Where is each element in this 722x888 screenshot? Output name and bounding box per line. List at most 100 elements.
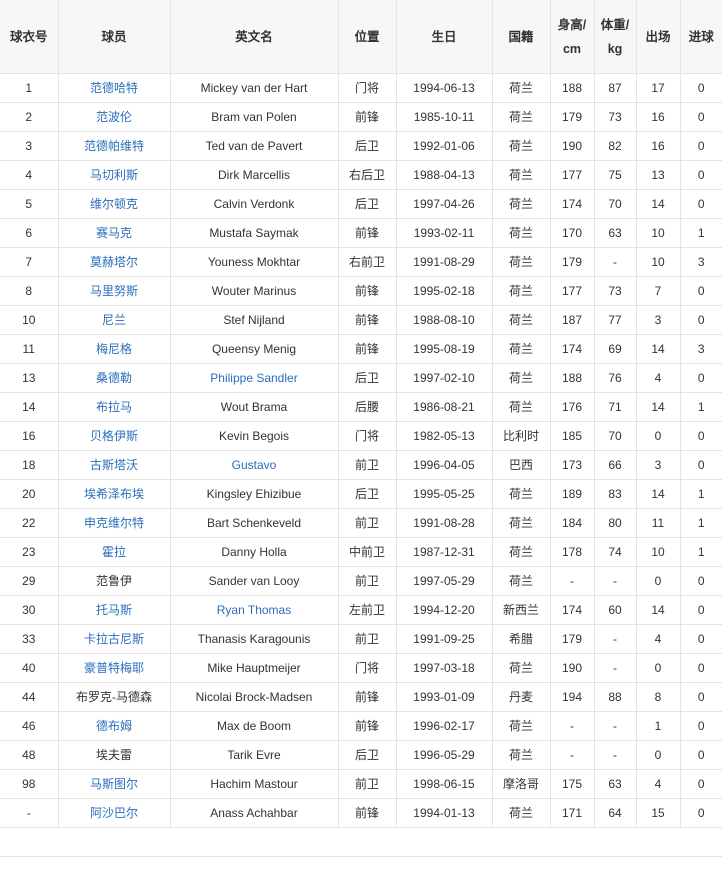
cell-nationality: 荷兰: [492, 537, 551, 567]
cell-weight: 63: [594, 769, 637, 799]
player-link[interactable]: 申克维尔特: [83, 516, 144, 530]
cell-appearances: 10: [636, 537, 681, 567]
cell-appearances: 3: [636, 305, 681, 335]
player-link[interactable]: 德布姆: [95, 719, 132, 733]
cell-nationality: 荷兰: [492, 218, 551, 248]
cell-player-name: 卡拉古尼斯: [58, 624, 171, 654]
cell-weight: 70: [594, 421, 637, 451]
player-link[interactable]: 贝格伊斯: [89, 429, 138, 443]
cell-player-name: 尼兰: [58, 305, 171, 335]
cell-nationality: 荷兰: [492, 653, 551, 683]
cell-nationality: 荷兰: [492, 508, 551, 538]
header-height: 身高/cm: [550, 0, 595, 74]
cell-appearances: 0: [636, 740, 681, 770]
cell-english-name: Mustafa Saymak: [170, 218, 339, 248]
cell-nationality: 希腊: [492, 624, 551, 654]
player-link[interactable]: 桑德勒: [95, 371, 132, 385]
player-link[interactable]: 赛马克: [95, 226, 132, 240]
cell-birthday: 1997-02-10: [396, 363, 493, 393]
player-link[interactable]: 阿沙巴尔: [89, 806, 138, 820]
player-link[interactable]: 马切利斯: [89, 168, 138, 182]
cell-goals: 3: [680, 247, 722, 277]
player-link[interactable]: 布拉马: [95, 400, 132, 414]
cell-goals: 0: [680, 711, 722, 741]
cell-birthday: 1996-04-05: [396, 450, 493, 480]
cell-weight: 73: [594, 102, 637, 132]
cell-position: 后卫: [338, 479, 397, 509]
cell-goals: 0: [680, 421, 722, 451]
cell-weight: -: [594, 653, 637, 683]
player-link[interactable]: 马里努斯: [89, 284, 138, 298]
header-birthday: 生日: [396, 0, 493, 74]
cell-birthday: 1997-03-18: [396, 653, 493, 683]
cell-weight: 87: [594, 73, 637, 103]
table-row: 18 古斯塔沃 Gustavo 前卫 1996-04-05 巴西 173 66 3 0: [0, 450, 722, 480]
cell-english-name: Calvin Verdonk: [170, 189, 339, 219]
player-link[interactable]: Gustavo: [231, 458, 277, 472]
cell-number: 6: [0, 218, 59, 248]
cell-english-name: Wouter Marinus: [170, 276, 339, 306]
table-row: - 阿沙巴尔 Anass Achahbar 前锋 1994-01-13 荷兰 171 64 15…: [0, 798, 722, 828]
cell-birthday: 1994-01-13: [396, 798, 493, 828]
cell-birthday: 1996-05-29: [396, 740, 493, 770]
cell-goals: 1: [680, 537, 722, 567]
player-link[interactable]: 梅尼格: [95, 342, 132, 356]
cell-number: 13: [0, 363, 59, 393]
cell-goals: 1: [680, 392, 722, 422]
cell-goals: 0: [680, 769, 722, 799]
cell-birthday: 1995-05-25: [396, 479, 493, 509]
cell-goals: 0: [680, 595, 722, 625]
player-link[interactable]: 马斯图尔: [89, 777, 138, 791]
player-link[interactable]: 莫赫塔尔: [89, 255, 138, 269]
cell-height: -: [550, 711, 595, 741]
cell-height: 174: [550, 595, 595, 625]
cell-appearances: 1: [636, 711, 681, 741]
cell-position: 前卫: [338, 624, 397, 654]
table-row: 8 马里努斯 Wouter Marinus 前锋 1995-02-18 荷兰 177 73 7 0: [0, 276, 722, 306]
player-link[interactable]: 尼兰: [101, 313, 126, 327]
cell-english-name: Nicolai Brock-Madsen: [170, 682, 339, 712]
cell-height: 179: [550, 102, 595, 132]
player-link[interactable]: Philippe Sandler: [210, 371, 298, 385]
cell-nationality: 丹麦: [492, 682, 551, 712]
player-link[interactable]: Ryan Thomas: [216, 603, 292, 617]
cell-weight: 88: [594, 682, 637, 712]
player-link[interactable]: 维尔顿克: [89, 197, 138, 211]
cell-nationality: 荷兰: [492, 334, 551, 364]
header-weight: 体重/kg: [594, 0, 637, 74]
player-link[interactable]: 古斯塔沃: [89, 458, 138, 472]
cell-height: 187: [550, 305, 595, 335]
cell-birthday: 1995-08-19: [396, 334, 493, 364]
cell-goals: 0: [680, 102, 722, 132]
player-link[interactable]: 范德哈特: [89, 81, 138, 95]
cell-player-name: 马里努斯: [58, 276, 171, 306]
cell-nationality: 荷兰: [492, 479, 551, 509]
player-link[interactable]: 豪普特梅耶: [83, 661, 144, 675]
cell-birthday: 1997-05-29: [396, 566, 493, 596]
cell-player-name: 古斯塔沃: [58, 450, 171, 480]
cell-number: 44: [0, 682, 59, 712]
player-link[interactable]: 埃希泽布埃: [83, 487, 144, 501]
player-link[interactable]: 范波伦: [95, 110, 132, 124]
cell-player-name: 马切利斯: [58, 160, 171, 190]
cell-height: -: [550, 566, 595, 596]
player-link[interactable]: 托马斯: [95, 603, 132, 617]
player-link[interactable]: 卡拉古尼斯: [83, 632, 144, 646]
cell-appearances: 0: [636, 421, 681, 451]
cell-goals: 1: [680, 479, 722, 509]
cell-appearances: 4: [636, 624, 681, 654]
cell-english-name: Sander van Looy: [170, 566, 339, 596]
player-link[interactable]: 范德帕维特: [83, 139, 144, 153]
cell-weight: -: [594, 624, 637, 654]
cell-position: 后卫: [338, 131, 397, 161]
cell-appearances: 15: [636, 798, 681, 828]
cell-birthday: 1995-02-18: [396, 276, 493, 306]
table-row: 6 赛马克 Mustafa Saymak 前锋 1993-02-11 荷兰 170 63 10 1: [0, 218, 722, 248]
cell-number: 3: [0, 131, 59, 161]
cell-english-name: Thanasis Karagounis: [170, 624, 339, 654]
table-row: 13 桑德勒 Philippe Sandler 后卫 1997-02-10 荷兰 188 76…: [0, 363, 722, 393]
cell-appearances: 14: [636, 189, 681, 219]
cell-player-name: 范波伦: [58, 102, 171, 132]
player-link[interactable]: 霍拉: [101, 545, 126, 559]
cell-position: 右前卫: [338, 247, 397, 277]
